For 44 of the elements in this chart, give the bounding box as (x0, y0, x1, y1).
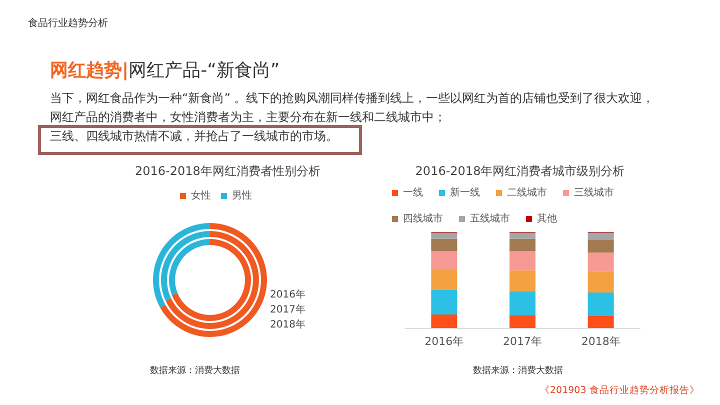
bar (588, 316, 614, 328)
legend-label: 二线城市 (507, 186, 547, 198)
bar (431, 269, 458, 290)
x-tick-label: 2018年 (581, 335, 620, 348)
legend-label: 五线城市 (470, 212, 510, 224)
legend-label: 男性 (232, 190, 252, 202)
bar (588, 252, 614, 272)
legend-label: 三线城市 (574, 186, 614, 198)
bar (431, 251, 458, 270)
legend-label: 女性 (191, 190, 211, 202)
slice-label: 2017年 (270, 304, 306, 316)
text: 《201903 食品行业趋势分析报告》 (540, 384, 700, 397)
text: 食品行业趋势分析 (28, 16, 108, 30)
bar (510, 270, 536, 292)
bar (510, 292, 536, 316)
bar (588, 232, 614, 240)
bar (588, 271, 614, 292)
text: 当下，网红食品作为一种“新食尚” 。线下的抢购风潮同样传播到线上，一些以网红为首的店铺也受到了很大欢迎， (50, 90, 654, 107)
bar (431, 290, 458, 315)
legend-label: 四线城市 (403, 212, 443, 224)
legend-label: 新一线 (450, 186, 480, 198)
bar (588, 240, 614, 253)
text: 网红产品的消费者中，女性消费者为主，主要分布在新一线和二线城市中； (50, 109, 446, 126)
chart-title: 2016-2018年网红消费者性别分析 (135, 164, 320, 178)
bar (431, 238, 458, 252)
source-note: 数据来源：消费大数据 (150, 364, 240, 377)
chart-title: 2016-2018年网红消费者城市级别分析 (415, 164, 625, 178)
bar (588, 292, 614, 316)
bar (510, 232, 536, 239)
legend-label: 其他 (537, 212, 557, 224)
x-tick-label: 2017年 (503, 335, 542, 348)
x-tick-label: 2016年 (424, 335, 464, 348)
bar (431, 232, 458, 239)
bar (510, 238, 536, 252)
bar (510, 251, 536, 270)
bar (431, 314, 458, 328)
source-note: 数据来源：消费大数据 (473, 364, 563, 377)
slice-label: 2016年 (270, 288, 306, 300)
text: 三线、四线城市热情不减，并抢占了一线城市的市场。 (50, 128, 338, 145)
bar (510, 316, 536, 328)
slice-label: 2018年 (270, 318, 306, 330)
text: 网红产品-“新食尚” (128, 59, 280, 82)
legend-label: 一线 (403, 186, 423, 198)
text: 网红趋势| (50, 59, 129, 82)
